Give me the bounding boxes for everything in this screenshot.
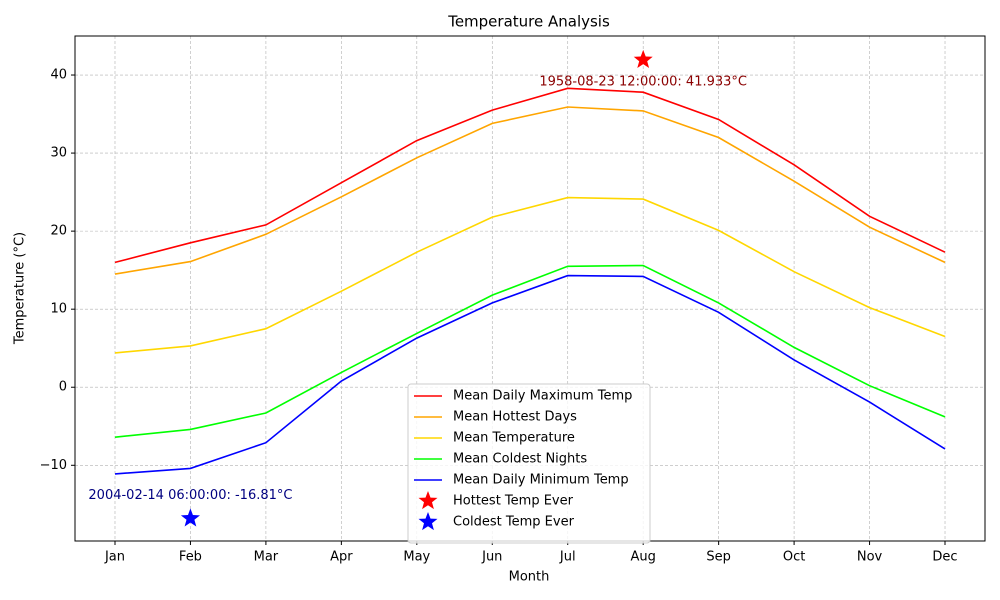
chart-title: Temperature Analysis xyxy=(447,13,610,31)
legend-label: Mean Daily Minimum Temp xyxy=(453,473,629,488)
legend-label: Mean Temperature xyxy=(453,431,575,446)
x-tick-label: May xyxy=(403,550,430,565)
x-axis-label: Month xyxy=(509,570,550,585)
y-tick-label: 10 xyxy=(50,302,67,317)
annotation: 1958-08-23 12:00:00: 41.933°C xyxy=(539,74,747,89)
legend-label: Mean Hottest Days xyxy=(453,410,577,425)
x-tick-label: Jul xyxy=(559,550,576,565)
legend-label: Coldest Temp Ever xyxy=(453,515,575,530)
record-marker xyxy=(633,49,653,68)
legend-label: Hottest Temp Ever xyxy=(453,494,574,509)
legend-label: Mean Daily Maximum Temp xyxy=(453,389,632,404)
x-tick-label: Apr xyxy=(330,550,353,565)
y-tick-label: 40 xyxy=(50,68,67,83)
x-tick-label: Sep xyxy=(706,550,731,565)
legend-box xyxy=(407,383,651,544)
x-tick-label: Jun xyxy=(481,550,502,565)
line-series xyxy=(114,196,946,354)
line-series xyxy=(114,106,946,275)
annotation: 2004-02-14 06:00:00: -16.81°C xyxy=(88,488,292,503)
legend-swatch xyxy=(418,491,438,510)
y-tick-label: −10 xyxy=(40,458,67,473)
x-tick-label: Oct xyxy=(783,550,805,565)
line-series xyxy=(114,87,946,264)
x-tick-label: Nov xyxy=(857,550,883,565)
record-marker xyxy=(180,508,200,527)
x-tick-label: Dec xyxy=(932,550,957,565)
x-tick-label: Jan xyxy=(104,550,125,565)
legend-label: Mean Coldest Nights xyxy=(453,452,587,467)
x-tick-label: Mar xyxy=(254,550,279,565)
line-series xyxy=(114,274,946,475)
line-series xyxy=(114,264,946,438)
x-tick-label: Aug xyxy=(630,550,655,565)
y-tick-label: 30 xyxy=(50,146,67,161)
legend-swatch xyxy=(418,512,438,531)
y-tick-label: 20 xyxy=(50,224,67,239)
y-tick-label: 0 xyxy=(59,380,67,395)
y-axis-label: Temperature (°C) xyxy=(13,232,28,345)
x-tick-label: Feb xyxy=(179,550,202,565)
